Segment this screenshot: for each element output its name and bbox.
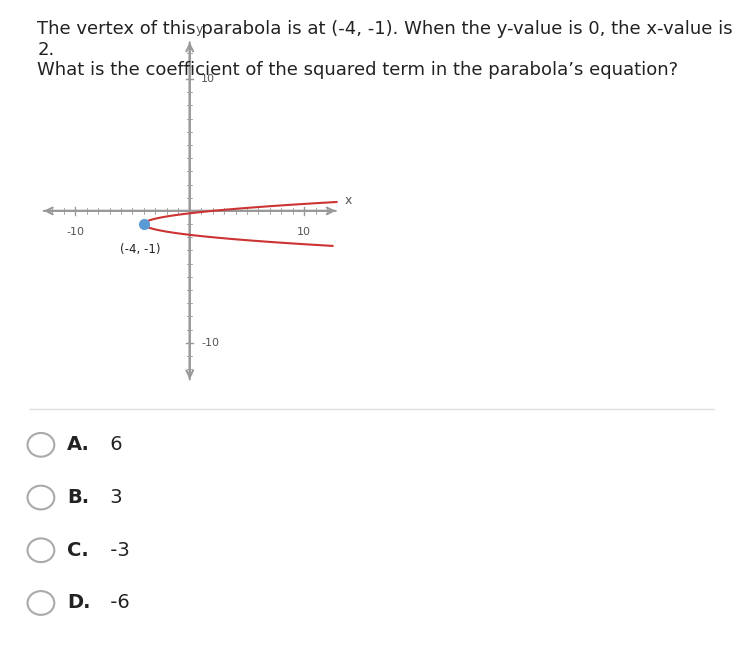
- Text: D.: D.: [67, 594, 91, 612]
- Text: y: y: [196, 22, 203, 36]
- Text: (-4, -1): (-4, -1): [121, 243, 161, 256]
- Text: -6: -6: [104, 594, 130, 612]
- Text: The vertex of this parabola is at (-4, -1). When the y-value is 0, the x-value i: The vertex of this parabola is at (-4, -…: [37, 20, 733, 79]
- Text: -10: -10: [66, 227, 84, 237]
- Text: -3: -3: [104, 541, 130, 559]
- Text: 10: 10: [297, 227, 311, 237]
- Text: -10: -10: [201, 337, 219, 348]
- Text: C.: C.: [67, 541, 89, 559]
- Text: 6: 6: [104, 436, 123, 454]
- Text: 10: 10: [201, 74, 215, 84]
- Text: B.: B.: [67, 488, 89, 507]
- Text: A.: A.: [67, 436, 90, 454]
- Text: x: x: [344, 194, 352, 207]
- Text: 3: 3: [104, 488, 123, 507]
